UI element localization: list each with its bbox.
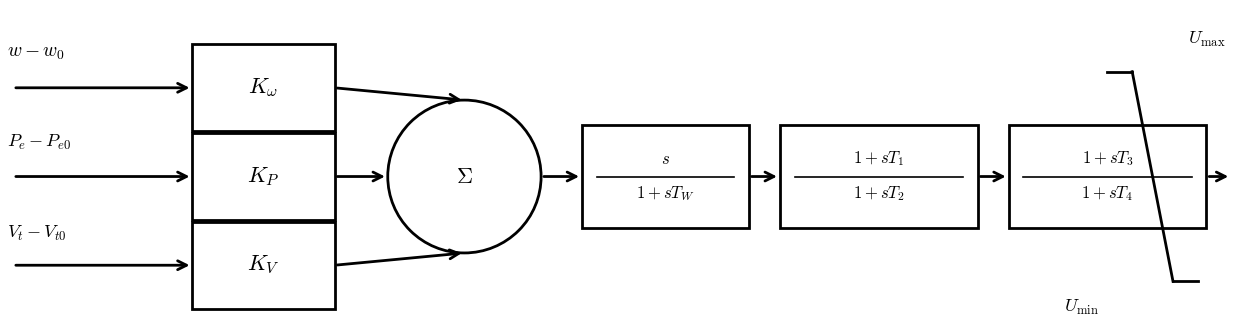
Text: $1+sT_{2}$: $1+sT_{2}$: [853, 185, 905, 203]
Text: $1+sT_{3}$: $1+sT_{3}$: [1082, 150, 1134, 168]
Text: $U_{\mathrm{min}}$: $U_{\mathrm{min}}$: [1065, 298, 1099, 317]
Text: $w-w_0$: $w-w_0$: [7, 43, 64, 62]
Text: $P_e-P_{e0}$: $P_e-P_{e0}$: [7, 133, 72, 152]
Text: $K_{\omega}$: $K_{\omega}$: [249, 76, 279, 99]
Bar: [1009, 125, 1206, 228]
Bar: [192, 222, 334, 309]
Text: $1+sT_{1}$: $1+sT_{1}$: [853, 150, 905, 168]
Text: $\Sigma$: $\Sigma$: [456, 167, 473, 187]
Text: $K_{V}$: $K_{V}$: [248, 254, 280, 276]
Text: $K_{P}$: $K_{P}$: [248, 165, 280, 188]
Text: $s$: $s$: [661, 150, 670, 168]
Bar: [192, 133, 334, 220]
Text: $U_{\mathrm{max}}$: $U_{\mathrm{max}}$: [1187, 30, 1226, 49]
Text: $V_t-V_{t0}$: $V_t-V_{t0}$: [7, 224, 67, 243]
Text: $1+sT_{4}$: $1+sT_{4}$: [1081, 185, 1134, 203]
Bar: [780, 125, 978, 228]
Text: $1+sT_{W}$: $1+sT_{W}$: [636, 185, 695, 203]
Bar: [192, 44, 334, 131]
Bar: [582, 125, 749, 228]
